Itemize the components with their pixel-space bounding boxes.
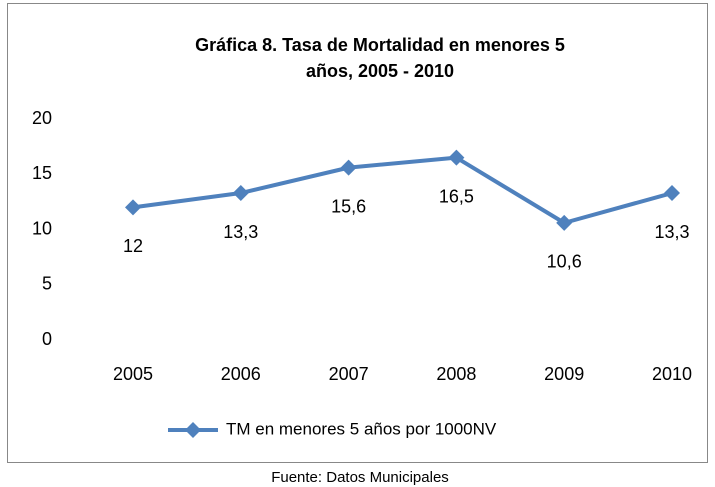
legend-marker <box>185 422 201 438</box>
data-line <box>132 155 673 225</box>
y-tick-label: 10 <box>32 218 52 238</box>
y-tick-label: 0 <box>42 329 52 349</box>
data-label: 13,3 <box>654 222 689 242</box>
source-note: Fuente: Datos Municipales <box>271 469 449 486</box>
data-label: 12 <box>123 236 143 256</box>
data-point <box>125 199 141 216</box>
data-point <box>448 149 465 166</box>
y-tick-label: 15 <box>32 163 52 183</box>
data-point <box>664 185 680 202</box>
data-label: 15,6 <box>331 196 366 216</box>
y-tick-label: 5 <box>42 274 52 294</box>
data-label: 16,5 <box>439 186 474 206</box>
x-tick-label: 2005 <box>113 364 153 384</box>
chart-title: Gráfica 8. Tasa de Mortalidad en menores… <box>195 35 565 55</box>
x-tick-label: 2009 <box>544 364 584 384</box>
data-point <box>340 159 357 176</box>
y-tick-label: 20 <box>32 108 52 128</box>
chart-title: años, 2005 - 2010 <box>306 61 454 81</box>
legend-label: TM en menores 5 años por 1000NV <box>226 419 497 438</box>
chart-frame <box>7 3 708 463</box>
x-tick-label: 2008 <box>436 364 476 384</box>
data-label: 13,3 <box>223 222 258 242</box>
x-tick-label: 2007 <box>329 364 369 384</box>
data-label: 10,6 <box>547 252 582 272</box>
x-tick-label: 2006 <box>221 364 261 384</box>
data-point <box>556 214 573 231</box>
data-point <box>232 185 249 202</box>
x-tick-label: 2010 <box>652 364 692 384</box>
